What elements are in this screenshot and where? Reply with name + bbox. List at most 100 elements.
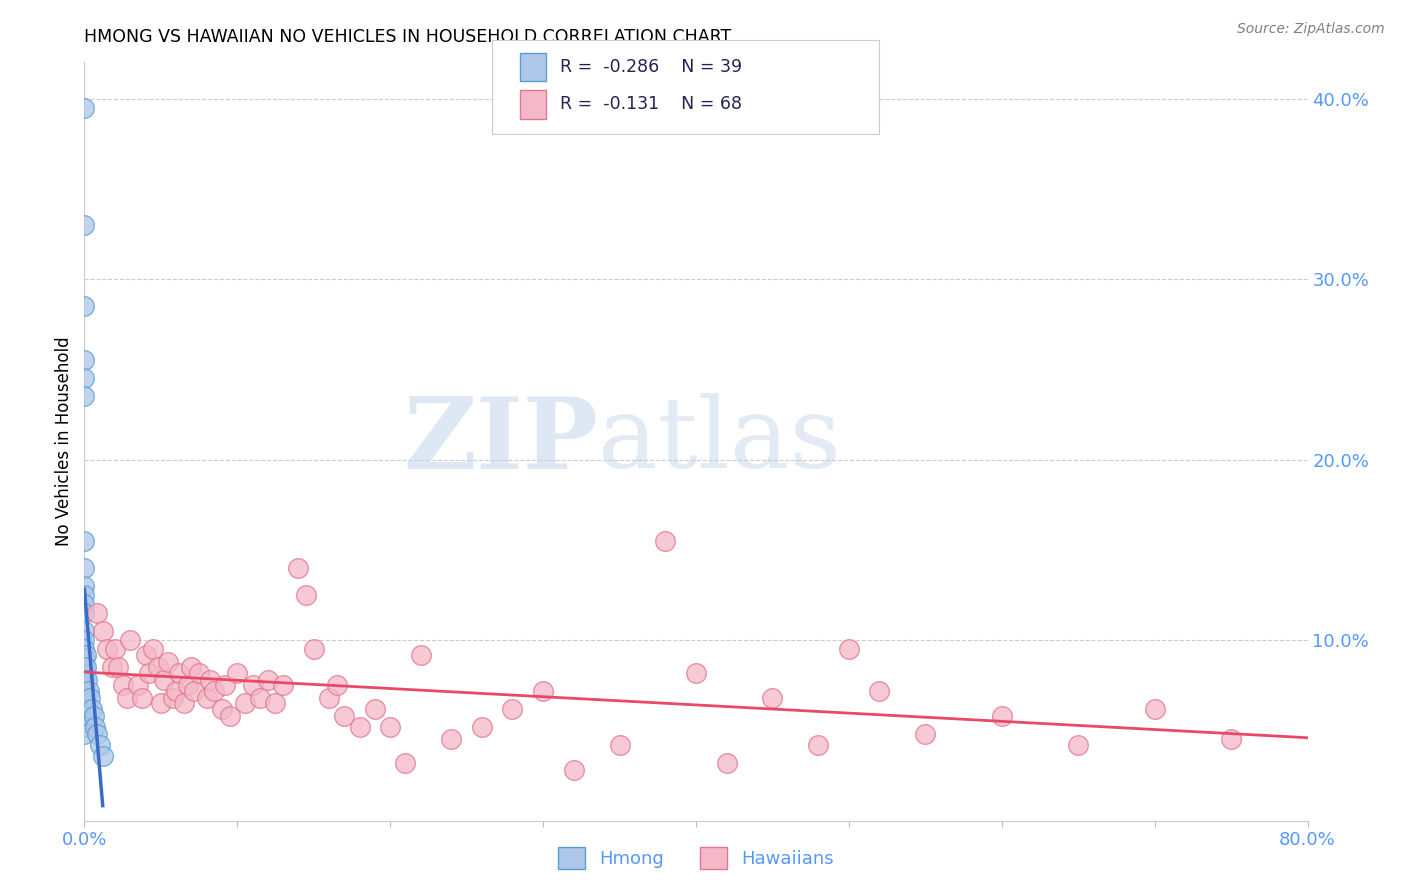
Point xyxy=(91,748,114,763)
Point xyxy=(914,727,936,741)
Point xyxy=(654,533,676,548)
Point xyxy=(79,690,101,705)
Point xyxy=(991,709,1014,723)
Point xyxy=(761,690,783,705)
Point xyxy=(271,678,294,692)
Point xyxy=(183,683,205,698)
Point xyxy=(73,727,96,741)
Point xyxy=(1067,738,1090,752)
Point xyxy=(318,690,340,705)
Point xyxy=(1143,702,1166,716)
Point xyxy=(73,690,96,705)
Point xyxy=(716,756,738,770)
Text: atlas: atlas xyxy=(598,393,841,490)
Point xyxy=(218,709,240,723)
Legend: Hmong, Hawaiians: Hmong, Hawaiians xyxy=(551,839,841,876)
Y-axis label: No Vehicles in Household: No Vehicles in Household xyxy=(55,336,73,547)
Point xyxy=(73,696,96,710)
Point xyxy=(127,678,149,692)
Point xyxy=(157,655,180,669)
Point xyxy=(173,696,195,710)
Point xyxy=(73,218,96,232)
Point xyxy=(73,673,96,687)
Point xyxy=(73,371,96,385)
Point xyxy=(107,660,129,674)
Point xyxy=(394,756,416,770)
Point xyxy=(73,533,96,548)
Point xyxy=(211,702,233,716)
Point xyxy=(380,720,402,734)
Text: R =  -0.131    N = 68: R = -0.131 N = 68 xyxy=(560,95,741,113)
Point xyxy=(86,727,108,741)
Point xyxy=(76,673,98,687)
Point xyxy=(73,299,96,313)
Point xyxy=(101,660,124,674)
Point xyxy=(73,624,96,639)
Point xyxy=(287,561,309,575)
Point xyxy=(409,648,432,662)
Text: Source: ZipAtlas.com: Source: ZipAtlas.com xyxy=(1237,22,1385,37)
Point xyxy=(1220,732,1243,747)
Point xyxy=(214,678,236,692)
Point xyxy=(198,673,221,687)
Point xyxy=(302,642,325,657)
Point xyxy=(165,683,187,698)
Point xyxy=(807,738,830,752)
Point xyxy=(202,683,225,698)
Point xyxy=(73,709,96,723)
Point xyxy=(226,665,249,680)
Point xyxy=(73,633,96,648)
Point xyxy=(115,690,138,705)
Point xyxy=(73,597,96,611)
Point xyxy=(83,709,105,723)
Point xyxy=(73,678,96,692)
Point xyxy=(364,702,387,716)
Point xyxy=(73,714,96,729)
Text: R =  -0.286    N = 39: R = -0.286 N = 39 xyxy=(560,58,742,76)
Point xyxy=(242,678,264,692)
Point xyxy=(73,389,96,403)
Point xyxy=(73,702,96,716)
Text: HMONG VS HAWAIIAN NO VEHICLES IN HOUSEHOLD CORRELATION CHART: HMONG VS HAWAIIAN NO VEHICLES IN HOUSEHO… xyxy=(84,28,731,45)
Point xyxy=(96,642,118,657)
Point xyxy=(162,690,184,705)
Point xyxy=(73,606,96,620)
Point xyxy=(249,690,271,705)
Point xyxy=(149,696,172,710)
Point xyxy=(73,660,96,674)
Point xyxy=(73,651,96,665)
Point xyxy=(153,673,176,687)
Point xyxy=(73,101,96,115)
Point xyxy=(91,624,114,639)
Point xyxy=(75,648,97,662)
Point xyxy=(233,696,256,710)
Point xyxy=(167,665,190,680)
Point xyxy=(135,648,157,662)
Point xyxy=(120,633,142,648)
Text: ZIP: ZIP xyxy=(404,393,598,490)
Point xyxy=(685,665,707,680)
Point xyxy=(838,642,860,657)
Point xyxy=(73,665,96,680)
Point xyxy=(264,696,287,710)
Point xyxy=(73,588,96,602)
Point xyxy=(188,665,211,680)
Point xyxy=(73,720,96,734)
Point xyxy=(180,660,202,674)
Point xyxy=(257,673,280,687)
Point xyxy=(131,690,153,705)
Point xyxy=(86,606,108,620)
Point xyxy=(138,665,160,680)
Point xyxy=(562,763,585,777)
Point xyxy=(177,678,200,692)
Point xyxy=(84,720,107,734)
Point xyxy=(440,732,463,747)
Point xyxy=(73,683,96,698)
Point xyxy=(531,683,554,698)
Point xyxy=(80,702,103,716)
Point xyxy=(349,720,371,734)
Point xyxy=(325,678,347,692)
Point xyxy=(75,660,97,674)
Point xyxy=(502,702,524,716)
Point xyxy=(146,660,169,674)
